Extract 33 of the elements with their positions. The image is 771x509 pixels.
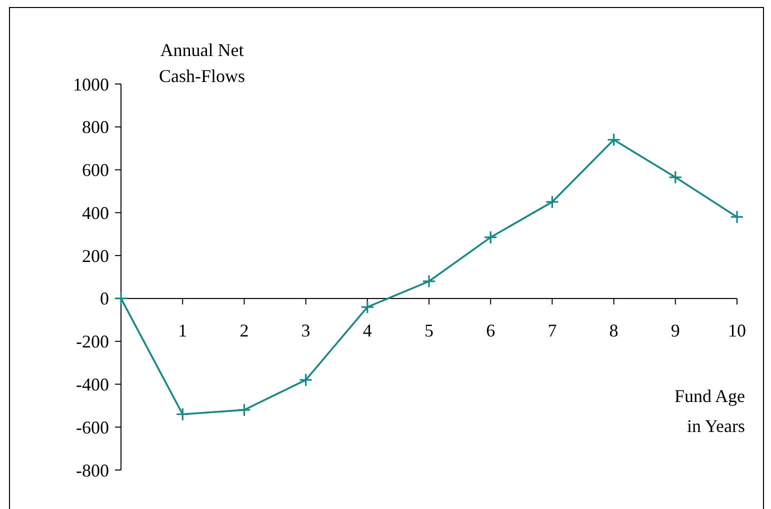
x-tick-label: 7: [548, 320, 557, 340]
point: [668, 170, 682, 184]
y-tick-label: 200: [82, 246, 109, 266]
y-tick-label: 400: [82, 202, 109, 223]
y-tick-label: -200: [76, 332, 109, 352]
x-tick-label: 8: [609, 320, 618, 340]
x-tick-label: 4: [362, 320, 372, 340]
x-tick-label: 6: [486, 320, 496, 340]
y-tick-label: -800: [76, 460, 109, 480]
x-tick-label: 2: [240, 320, 249, 340]
point: [607, 132, 621, 147]
point: [299, 373, 313, 387]
x-tick-label: 10: [728, 320, 746, 340]
y-axis-title: Annual Net Cash-Flows: [158, 40, 246, 86]
point: [360, 300, 374, 314]
x-axis-title: Fund Age in Years: [674, 386, 745, 436]
point: [237, 403, 251, 417]
y-tick-label: -400: [76, 374, 109, 395]
point: [114, 292, 128, 306]
y-tick-label: 0: [100, 288, 109, 309]
point: [545, 195, 559, 209]
point: [730, 210, 744, 224]
x-tick-label: 9: [670, 320, 680, 340]
x-tick-label: 3: [301, 320, 310, 340]
y-tick-label: 800: [82, 117, 109, 138]
y-tick-label: -600: [76, 417, 109, 438]
point: [176, 407, 190, 422]
point: [484, 230, 498, 244]
y-tick-label: 1000: [73, 74, 109, 94]
point: [422, 274, 436, 288]
y-tick-label: 600: [82, 160, 109, 180]
x-tick-label: 5: [424, 320, 434, 340]
x-tick-label: 1: [178, 320, 188, 340]
